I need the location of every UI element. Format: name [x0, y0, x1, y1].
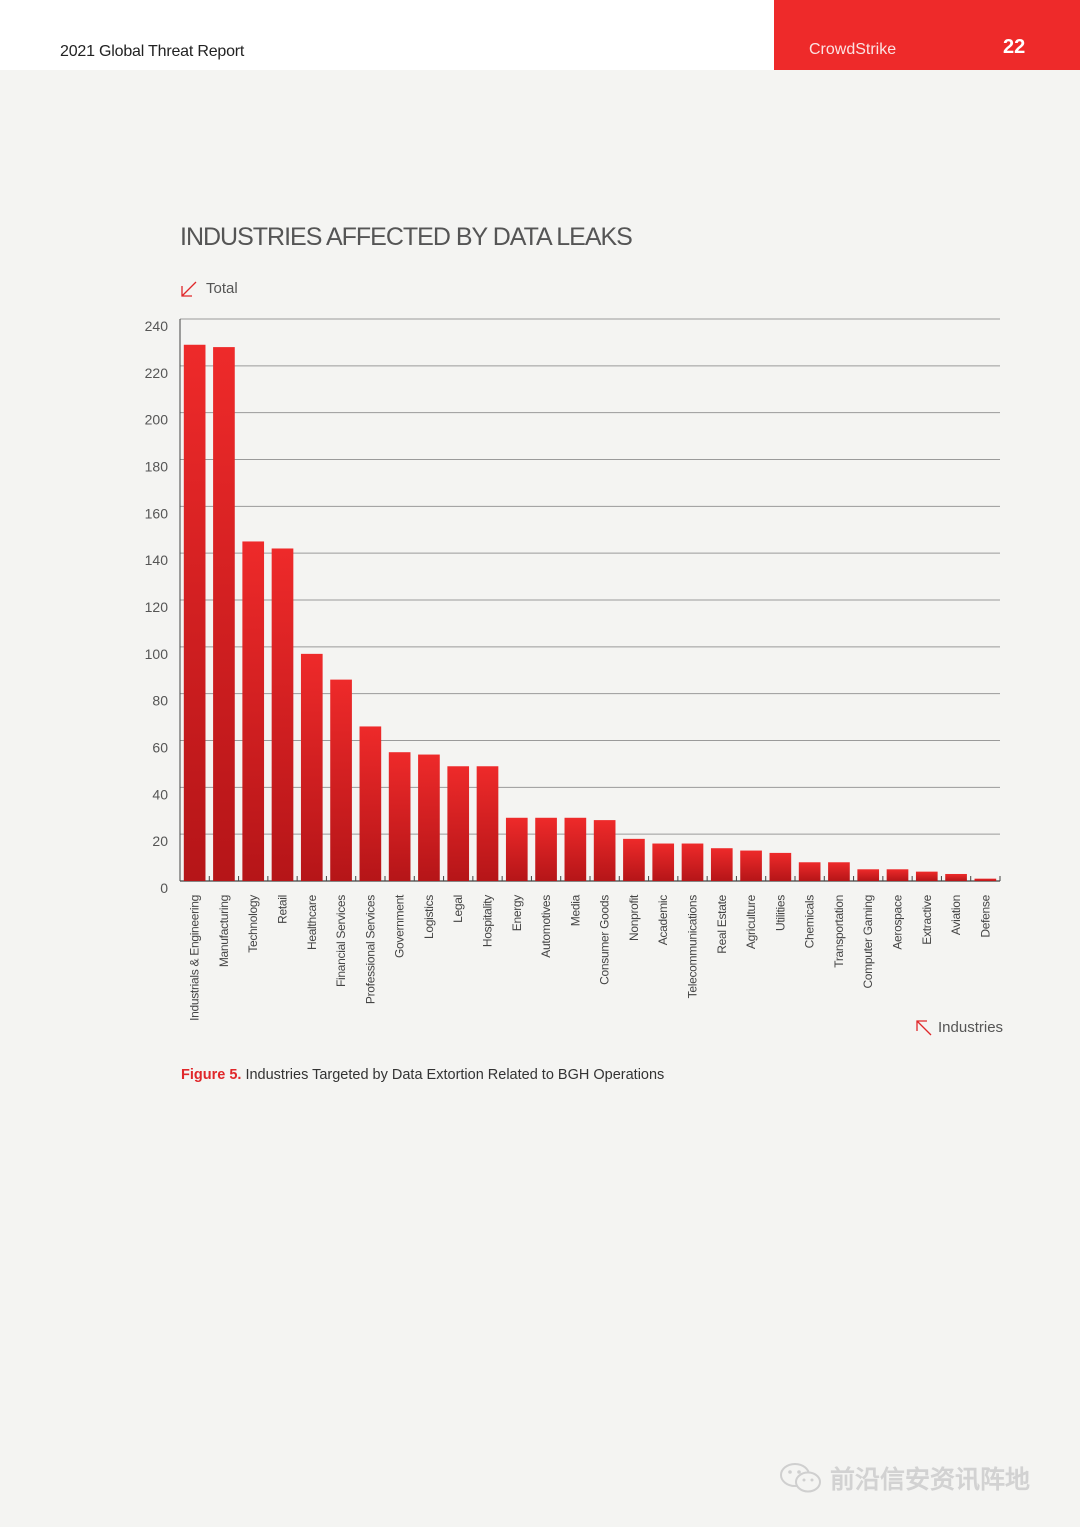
- bar: [710, 848, 733, 881]
- figure-label: Figure 5.: [181, 1067, 242, 1083]
- bar: [476, 766, 499, 881]
- watermark-text: 前沿信安资讯阵地: [830, 1465, 1031, 1494]
- x-tick-label: Retail: [276, 895, 290, 924]
- x-tick-label: Chemicals: [803, 895, 817, 949]
- page-header: 2021 Global Threat Report CrowdStrike 22: [0, 0, 1080, 70]
- x-axis-title: Industries: [916, 1019, 1003, 1036]
- x-tick-label: Agriculture: [744, 894, 758, 949]
- y-tick-label: 160: [145, 505, 169, 521]
- x-tick-label: Automotives: [539, 895, 553, 958]
- x-axis-label: Industries: [938, 1019, 1004, 1036]
- bar: [505, 817, 528, 881]
- bar: [798, 862, 821, 881]
- x-tick-label: Transportation: [832, 895, 846, 968]
- bar: [330, 679, 352, 881]
- x-tick-label: Technology: [246, 895, 260, 953]
- y-axis-label: Total: [206, 280, 238, 297]
- page-number: 22: [1003, 36, 1026, 58]
- x-tick-label: Energy: [510, 895, 524, 932]
- x-tick-label: Real Estate: [715, 894, 729, 953]
- x-tick-label: Hospitality: [481, 895, 495, 947]
- x-tick-label: Logistics: [422, 895, 436, 939]
- bar: [183, 344, 206, 882]
- bar: [945, 873, 967, 881]
- bar: [213, 347, 235, 882]
- bar: [740, 850, 762, 881]
- x-tick-label: Media: [568, 894, 582, 926]
- x-tick-label: Manufacturing: [217, 895, 231, 967]
- bar: [681, 843, 704, 881]
- bar: [271, 548, 294, 881]
- x-tick-label: Industrials & Engineering: [188, 895, 202, 1021]
- x-tick-label: Consumer Goods: [598, 895, 612, 985]
- x-tick-label: Academic: [656, 895, 670, 946]
- bar: [652, 843, 675, 881]
- brand-name: CrowdStrike: [809, 41, 897, 58]
- x-tick-label: Computer Gaming: [861, 895, 875, 989]
- x-tick-label: Financial Services: [334, 895, 348, 987]
- arrow-down-left-icon: [181, 281, 197, 297]
- wechat-icon: [780, 1463, 821, 1493]
- brand-block: CrowdStrike 22: [774, 0, 1080, 70]
- x-tick-label: Nonprofit: [627, 894, 641, 941]
- x-tick-label: Defense: [978, 894, 992, 937]
- y-tick-label: 60: [152, 740, 168, 756]
- bar: [623, 838, 645, 881]
- bar: [915, 871, 938, 881]
- x-tick-label: Healthcare: [305, 894, 319, 950]
- bar: [388, 752, 411, 881]
- chart-title: INDUSTRIES AFFECTED BY DATA LEAKS: [180, 223, 633, 251]
- bar: [535, 817, 557, 881]
- bar: [242, 541, 265, 881]
- bar-chart: 0 20 40 60 80 100 120 140 160 180 200 220 240 Indust…: [145, 318, 1001, 1021]
- x-tick-label: Extractive: [920, 894, 934, 944]
- y-tick-label: 120: [145, 599, 169, 615]
- y-tick-label: 0: [160, 880, 168, 896]
- bar: [974, 878, 997, 881]
- bar: [418, 754, 440, 881]
- x-tick-label: Telecommunications: [686, 895, 700, 999]
- y-tick-label: 180: [145, 459, 169, 475]
- y-tick-label: 100: [145, 646, 169, 662]
- x-tick-label: Aerospace: [891, 894, 905, 949]
- y-tick-label: 140: [145, 552, 169, 568]
- report-title: 2021 Global Threat Report: [60, 43, 245, 60]
- y-tick-label: 220: [145, 365, 169, 381]
- bar: [300, 653, 323, 881]
- bar: [593, 820, 616, 881]
- x-tick-label: Government: [393, 894, 407, 958]
- bar: [857, 869, 880, 881]
- arrow-up-left-icon: [916, 1019, 932, 1035]
- y-tick-label: 80: [152, 693, 168, 709]
- bar: [828, 862, 850, 881]
- x-tick-label: Legal: [451, 895, 465, 923]
- y-tick-label: 20: [152, 833, 168, 849]
- x-tick-label: Aviation: [949, 895, 963, 935]
- bar: [447, 766, 470, 881]
- watermark: 前沿信安资讯阵地: [778, 1460, 1030, 1496]
- y-tick-label: 40: [152, 786, 168, 802]
- bar: [886, 869, 909, 881]
- bar: [564, 817, 587, 881]
- y-tick-label: 240: [145, 318, 169, 334]
- figure-caption: Figure 5. Industries Targeted by Data Ex…: [181, 1067, 664, 1083]
- bar: [359, 726, 382, 881]
- bar: [769, 852, 792, 881]
- x-tick-label: Utilities: [773, 895, 787, 931]
- x-tick-label: Professional Services: [363, 895, 377, 1004]
- y-tick-label: 200: [145, 412, 169, 428]
- y-axis-title: Total: [181, 280, 238, 297]
- figure-caption-text: Industries Targeted by Data Extortion Re…: [241, 1067, 665, 1083]
